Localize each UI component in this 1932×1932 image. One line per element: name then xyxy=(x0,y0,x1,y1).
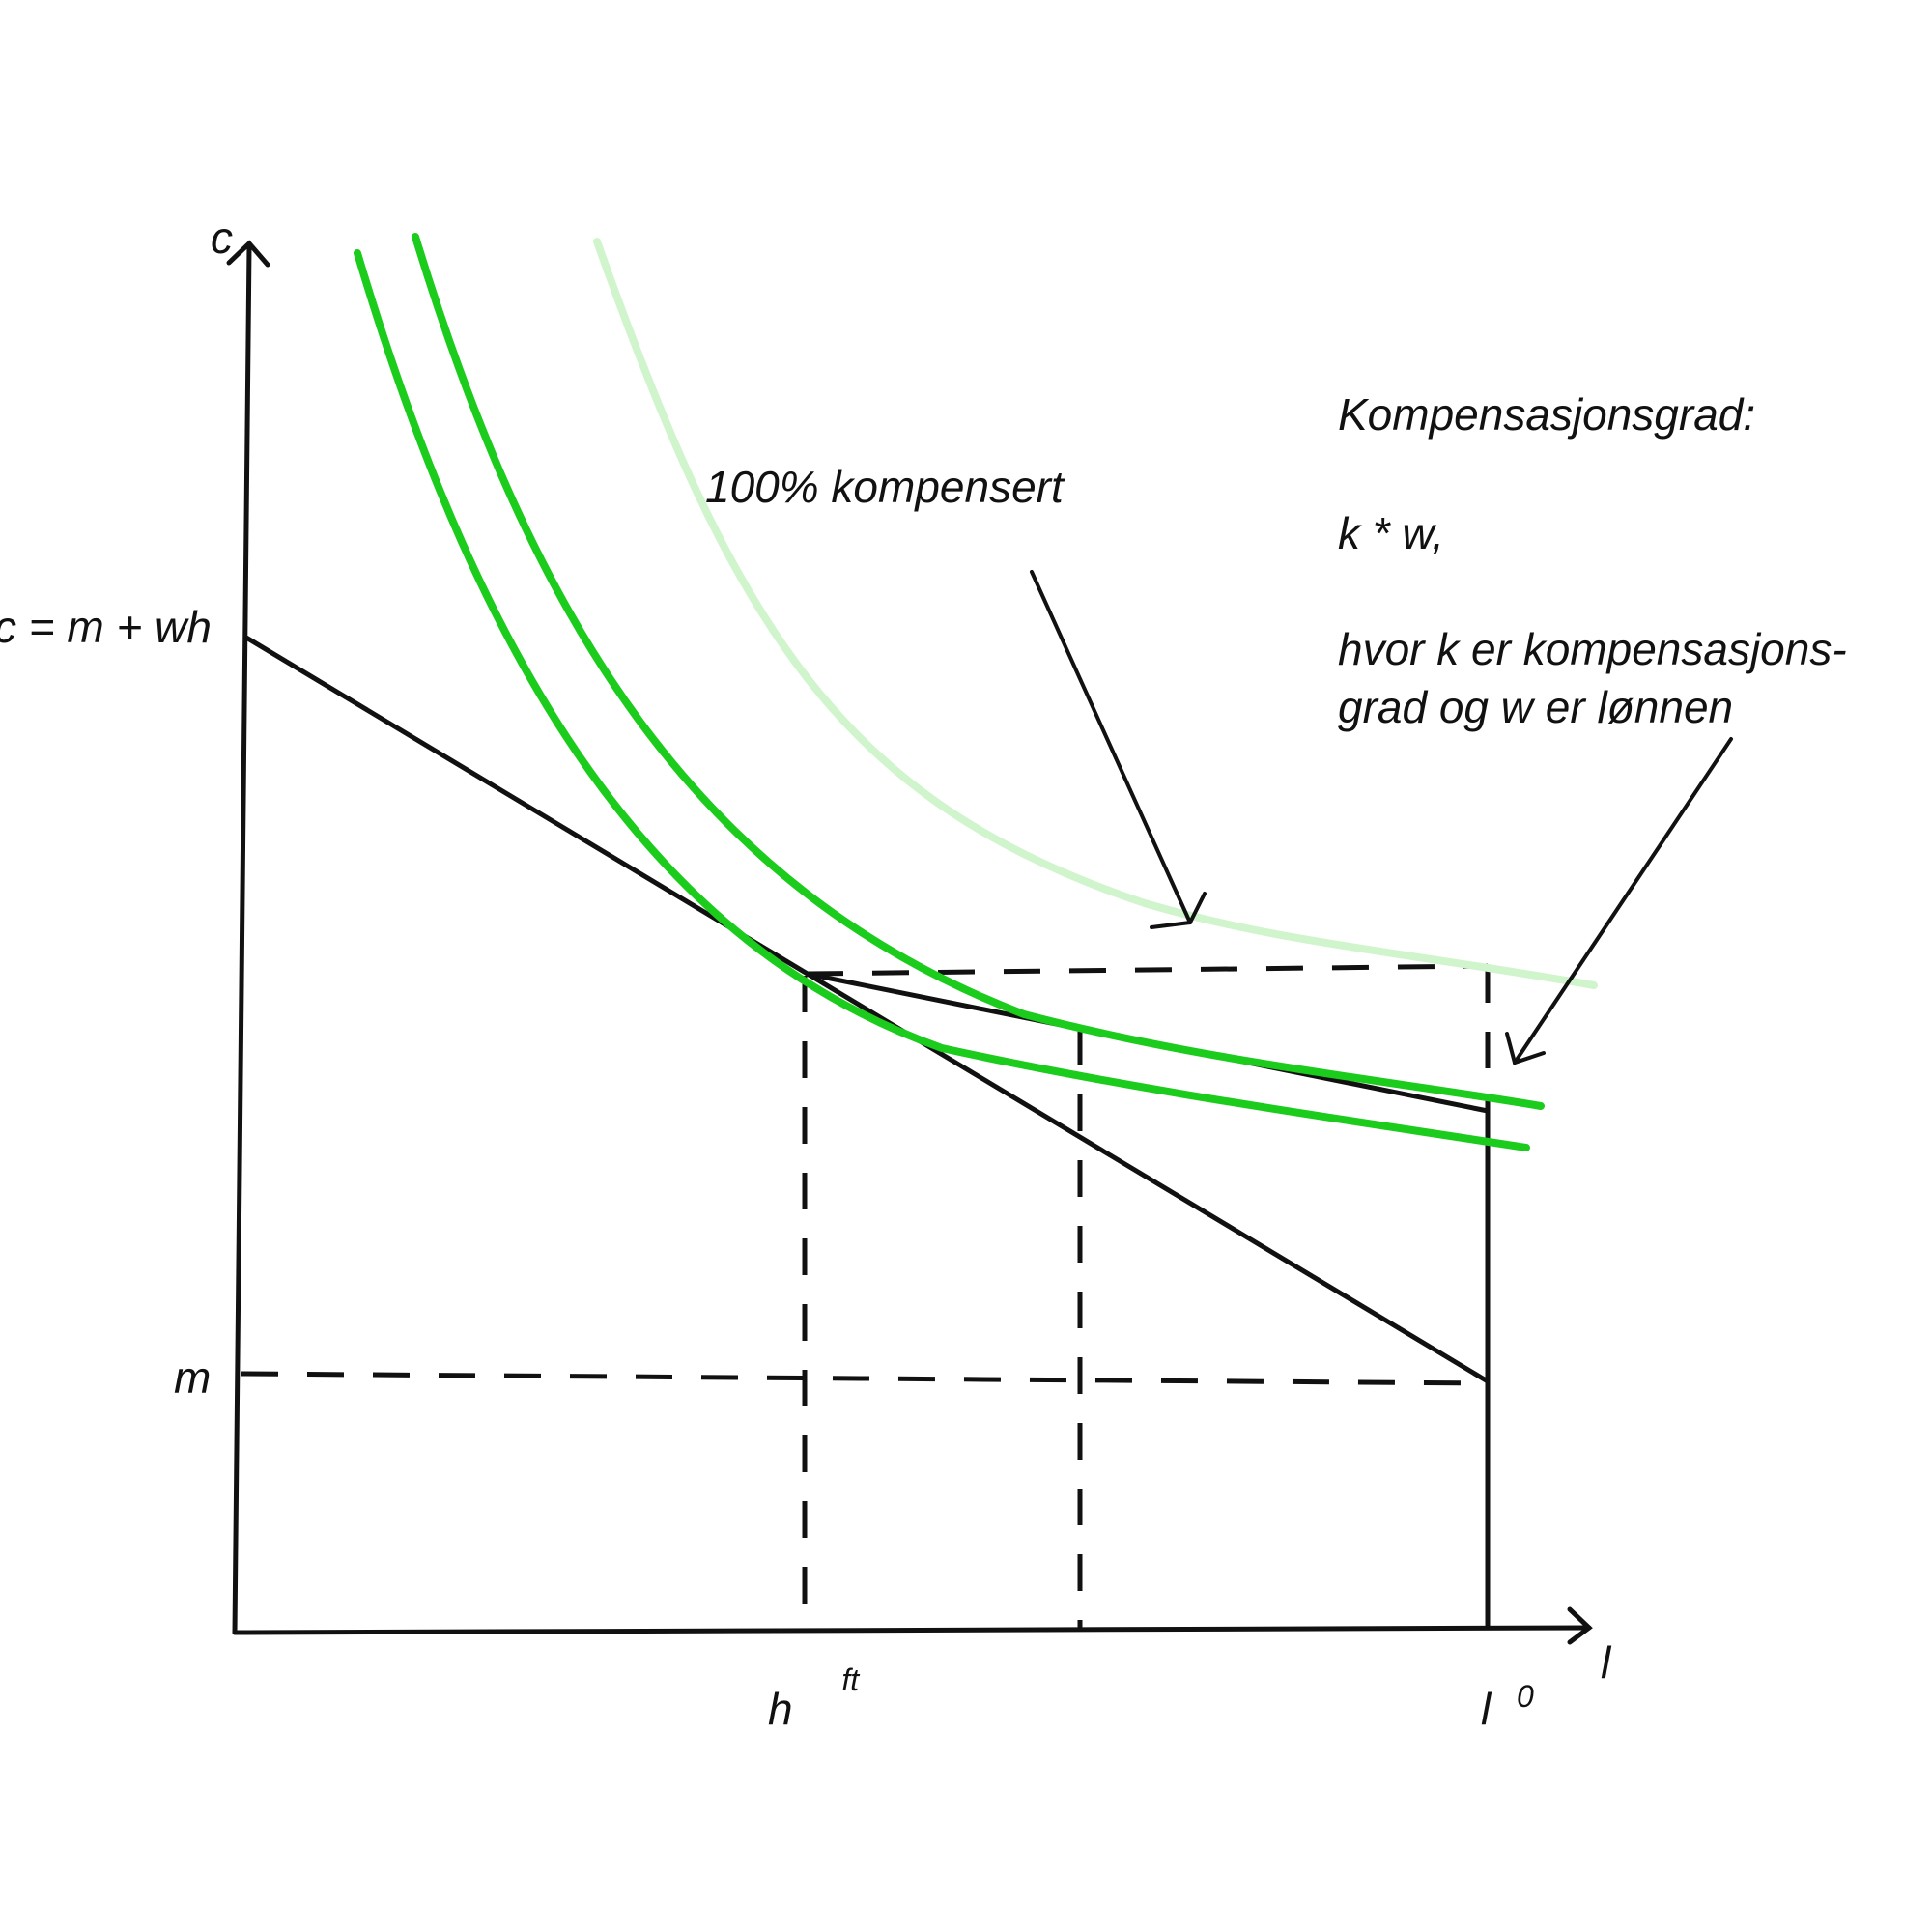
y-axis-label: c xyxy=(211,213,233,263)
note-formula: k * w, xyxy=(1338,508,1444,558)
budget-line-original xyxy=(244,635,1490,1384)
top-dashed-line xyxy=(806,963,1489,977)
x-axis-arrowhead xyxy=(1567,1606,1593,1645)
m-dashed-line xyxy=(241,1371,1489,1386)
arrow-full-comp-head xyxy=(1150,892,1207,929)
y-axis xyxy=(232,243,252,1635)
hft-sup: ft xyxy=(841,1662,860,1697)
arrow-full-comp xyxy=(1030,570,1192,924)
hft-label: h ft xyxy=(768,1662,860,1734)
indifference-curves xyxy=(354,233,1598,1151)
note-title: Kompensasjonsgrad: xyxy=(1338,389,1755,440)
full-comp-label: 100% kompensert xyxy=(705,462,1065,512)
dashed-guides xyxy=(241,963,1491,1628)
l0-base: l xyxy=(1481,1684,1492,1734)
indifference-curve-original xyxy=(354,249,1530,1151)
x-axis-label: l xyxy=(1601,1637,1612,1688)
axes xyxy=(226,240,1593,1645)
y-axis-arrowhead xyxy=(226,240,270,268)
budget-line-label: c = m + wh xyxy=(0,602,212,652)
m-label: m xyxy=(174,1352,211,1403)
l0-label: l 0 xyxy=(1481,1679,1534,1734)
note-line1: hvor k er kompensasjons- xyxy=(1338,624,1847,674)
budget-lines xyxy=(244,635,1491,1628)
arrow-note xyxy=(1513,737,1733,1065)
indifference-curve-full-comp xyxy=(593,238,1598,989)
compensation-note: Kompensasjonsgrad: k * w, hvor k er komp… xyxy=(1338,389,1847,732)
arrow-note-head xyxy=(1505,1032,1546,1065)
indifference-curve-compensated xyxy=(412,233,1545,1110)
l0-sup: 0 xyxy=(1517,1679,1534,1714)
x-axis xyxy=(232,1625,1592,1635)
note-line2: grad og w er lønnen xyxy=(1338,682,1733,732)
hft-base: h xyxy=(768,1684,793,1734)
annotation-arrows xyxy=(1030,570,1733,1065)
